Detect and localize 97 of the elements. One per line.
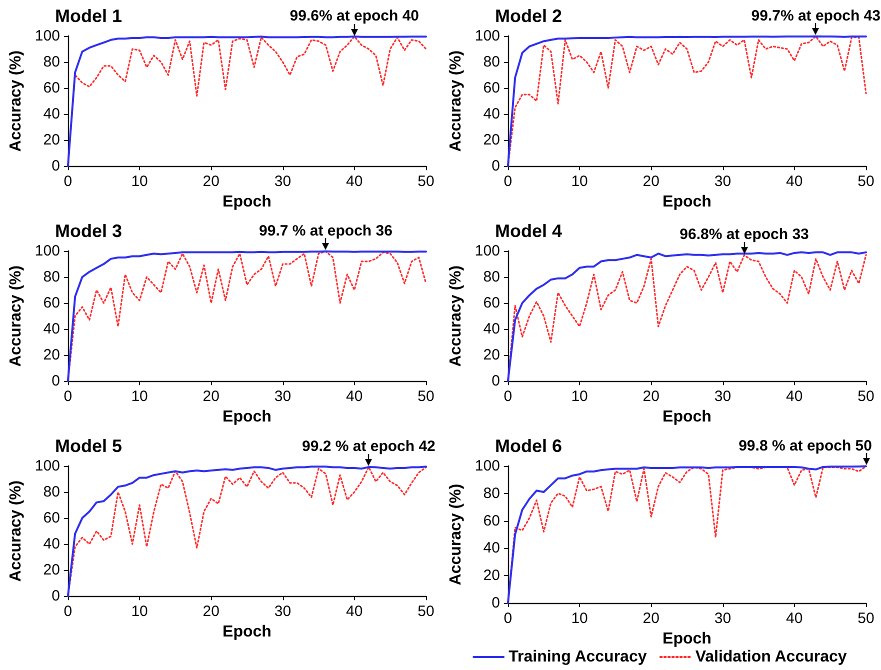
y-axis-title: Accuracy (%) xyxy=(8,480,24,582)
x-axis-title: Epoch xyxy=(662,630,712,648)
y-tick-label: 60 xyxy=(483,512,500,530)
x-tick-label: 50 xyxy=(858,388,874,406)
y-tick-label: 60 xyxy=(43,294,60,312)
x-tick-label: 30 xyxy=(274,388,292,406)
y-tick-label: 0 xyxy=(492,372,500,390)
x-tick-label: 50 xyxy=(858,610,874,627)
x-tick-label: 50 xyxy=(858,173,874,190)
y-tick-label: 80 xyxy=(43,268,60,286)
legend-label: Validation Accuracy xyxy=(695,648,847,666)
chart-title: Model 1 xyxy=(55,6,122,26)
x-tick-label: 20 xyxy=(202,603,220,620)
y-tick-label: 80 xyxy=(483,54,500,71)
chart-title: Model 4 xyxy=(495,221,562,241)
y-tick-label: 40 xyxy=(483,320,500,338)
x-tick-label: 20 xyxy=(642,610,660,627)
chart-title: Model 2 xyxy=(495,6,562,26)
y-tick-label: 40 xyxy=(483,540,500,557)
x-axis-title: Epoch xyxy=(222,624,272,640)
x-tick-label: 20 xyxy=(202,388,220,406)
annotation: 99.7 % at epoch 36 xyxy=(259,222,392,240)
x-tick-label: 0 xyxy=(504,610,512,627)
x-tick-label: 30 xyxy=(714,388,732,406)
y-tick-label: 80 xyxy=(43,54,60,71)
annotation: 99.6% at epoch 40 xyxy=(290,8,420,25)
y-tick-label: 0 xyxy=(492,158,500,175)
y-tick-label: 20 xyxy=(483,132,500,149)
legend-label: Training Accuracy xyxy=(508,648,647,666)
x-tick-label: 20 xyxy=(642,388,660,406)
y-tick-label: 40 xyxy=(43,320,60,338)
x-axis-title: Epoch xyxy=(222,408,272,426)
y-tick-label: 100 xyxy=(34,242,60,260)
x-tick-label: 0 xyxy=(64,173,72,190)
y-tick-label: 20 xyxy=(43,562,60,579)
x-tick-label: 10 xyxy=(571,173,588,190)
y-tick-label: 100 xyxy=(474,28,500,44)
y-axis-title: Accuracy (%) xyxy=(448,265,464,367)
x-tick-label: 0 xyxy=(64,388,72,406)
x-tick-label: 0 xyxy=(504,173,512,190)
annotation: 99.7% at epoch 43 xyxy=(751,7,880,24)
y-tick-label: 20 xyxy=(43,346,60,364)
y-tick-label: 80 xyxy=(483,484,500,502)
x-tick-label: 10 xyxy=(571,610,588,627)
y-tick-label: 0 xyxy=(52,158,60,175)
annotation: 99.8 % at epoch 50 xyxy=(738,437,872,454)
y-tick-label: 80 xyxy=(483,268,500,286)
x-tick-label: 40 xyxy=(786,173,803,190)
x-axis-title: Epoch xyxy=(222,194,272,210)
y-tick-label: 20 xyxy=(483,567,500,584)
y-tick-label: 0 xyxy=(52,372,60,390)
x-tick-label: 40 xyxy=(346,173,363,190)
x-tick-label: 20 xyxy=(202,173,220,190)
y-tick-label: 60 xyxy=(43,80,60,97)
x-tick-label: 50 xyxy=(418,173,434,190)
x-tick-label: 10 xyxy=(131,603,148,620)
y-tick-label: 20 xyxy=(483,346,500,364)
y-tick-label: 60 xyxy=(43,510,60,527)
y-tick-label: 100 xyxy=(34,458,60,474)
y-tick-label: 100 xyxy=(34,28,60,44)
x-tick-label: 0 xyxy=(64,603,72,620)
x-tick-label: 50 xyxy=(418,603,434,620)
y-tick-label: 60 xyxy=(483,294,500,312)
y-tick-label: 40 xyxy=(43,536,60,553)
y-axis-title: Accuracy (%) xyxy=(448,50,464,152)
y-axis-title: Accuracy (%) xyxy=(8,50,24,152)
x-axis-title: Epoch xyxy=(662,194,712,210)
x-tick-label: 10 xyxy=(131,173,148,190)
y-tick-label: 100 xyxy=(474,458,500,474)
x-tick-label: 30 xyxy=(274,173,292,190)
chart-title: Model 6 xyxy=(495,436,562,456)
x-tick-label: 0 xyxy=(504,388,512,406)
chart-title: Model 5 xyxy=(55,436,122,456)
y-tick-label: 0 xyxy=(52,588,60,605)
annotation: 99.2 % at epoch 42 xyxy=(302,438,436,456)
y-axis-title: Accuracy (%) xyxy=(8,265,24,367)
y-tick-label: 40 xyxy=(483,106,500,123)
chart-title: Model 3 xyxy=(55,221,122,241)
y-tick-label: 40 xyxy=(43,106,60,123)
x-tick-label: 40 xyxy=(786,388,803,406)
y-tick-label: 100 xyxy=(474,242,500,260)
x-axis-title: Epoch xyxy=(662,408,712,426)
x-tick-label: 30 xyxy=(274,603,292,620)
x-tick-label: 10 xyxy=(131,388,148,406)
x-tick-label: 20 xyxy=(642,173,660,190)
y-tick-label: 60 xyxy=(483,80,500,97)
x-tick-label: 40 xyxy=(786,610,803,627)
y-tick-label: 80 xyxy=(43,484,60,501)
x-tick-label: 10 xyxy=(571,388,588,406)
x-tick-label: 40 xyxy=(346,388,363,406)
x-tick-label: 50 xyxy=(418,388,434,406)
x-tick-label: 30 xyxy=(714,610,732,627)
x-tick-label: 40 xyxy=(346,603,363,620)
annotation: 96.8% at epoch 33 xyxy=(680,226,809,244)
x-tick-label: 30 xyxy=(714,173,732,190)
y-axis-title: Accuracy (%) xyxy=(448,484,464,586)
y-tick-label: 20 xyxy=(43,132,60,149)
